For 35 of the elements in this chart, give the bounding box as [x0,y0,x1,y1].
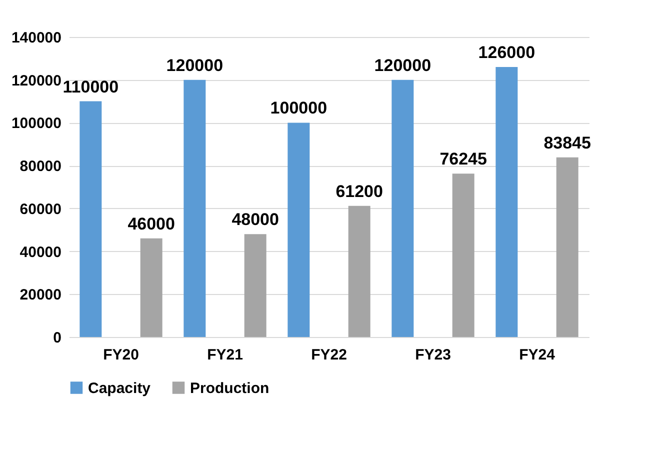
bar [348,206,370,337]
x-tick-label: FY21 [207,346,243,364]
y-tick-label: 80000 [20,158,62,176]
y-tick-label: 100000 [11,115,62,132]
bar [392,80,414,337]
bar [140,238,162,337]
y-tick-label: 140000 [11,30,62,46]
bar [80,101,102,337]
legend-label: Production [190,380,270,397]
y-tick-label: 0 [53,330,62,346]
data-label: 83845 [544,133,591,152]
x-tick-label: FY22 [311,346,347,364]
legend-label: Capacity [88,380,152,397]
y-tick-label: 20000 [20,286,62,304]
y-tick-label: 120000 [11,72,62,90]
data-label: 126000 [478,43,536,62]
bar [496,67,518,337]
x-tick-label: FY23 [415,346,451,364]
y-tick-label: 40000 [20,244,62,261]
y-tick-label: 60000 [20,200,62,218]
bar [244,234,266,337]
data-label: 110000 [62,77,119,96]
data-label: 120000 [374,56,432,75]
bar [288,122,310,337]
data-label: 46000 [128,214,175,234]
data-label: 76245 [440,150,487,169]
bar [556,157,578,337]
data-label: 100000 [270,98,328,118]
data-label: 48000 [232,210,279,230]
x-tick-label: FY24 [519,346,556,364]
bar [184,80,206,337]
data-label: 120000 [166,56,224,75]
x-tick-label: FY20 [103,346,139,364]
bar [452,174,474,337]
data-label: 61200 [336,182,383,201]
